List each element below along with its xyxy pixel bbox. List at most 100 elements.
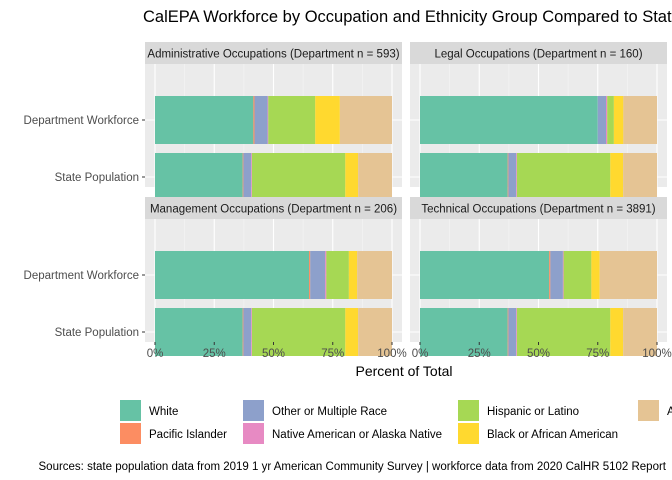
- bar-segment-pacific-islander: [507, 308, 509, 356]
- bar-segment-white: [420, 251, 550, 299]
- bar-state-population: [420, 308, 657, 356]
- bar-state-population: [420, 153, 657, 201]
- legend-item-black-or-african-american: Black or African American: [458, 423, 618, 444]
- bar-segment-asian: [339, 96, 392, 144]
- bar-segment-native-american-or-alaska-native: [251, 308, 252, 356]
- bar-segment-other-or-multiple-race: [508, 308, 517, 356]
- bar-segment-native-american-or-alaska-native: [325, 251, 327, 299]
- bar-segment-black-or-african-american: [345, 308, 359, 356]
- bar-segment-native-american-or-alaska-native: [516, 308, 517, 356]
- bar-segment-black-or-african-american: [345, 153, 359, 201]
- bar-segment-black-or-african-american: [610, 153, 624, 201]
- legend-swatch: [120, 400, 141, 421]
- bar-segment-white: [420, 96, 598, 144]
- facet-strip: [410, 42, 667, 64]
- bar-segment-pacific-islander: [242, 153, 244, 201]
- bar-segment-hispanic-or-latino: [516, 308, 611, 356]
- x-tick-label: 25%: [203, 348, 226, 360]
- bar-department-workforce: [420, 251, 657, 299]
- bar-segment-native-american-or-alaska-native: [516, 153, 517, 201]
- bar-segment-white: [420, 153, 508, 201]
- bar-segment-asian: [358, 308, 392, 356]
- legend-label: Native American or Alaska Native: [272, 429, 442, 441]
- legend-label: Hispanic or Latino: [487, 406, 579, 418]
- legend-label: Black or African American: [487, 429, 618, 441]
- legend-swatch: [638, 400, 659, 421]
- x-tick-label: 50%: [527, 348, 550, 360]
- bar-segment-pacific-islander: [549, 251, 551, 299]
- facet-strip: [145, 42, 402, 64]
- legend-swatch: [243, 400, 264, 421]
- legend-label: Asian: [667, 406, 672, 418]
- y-tick-label: Department Workforce: [24, 115, 139, 127]
- legend-item-white: White: [120, 400, 178, 421]
- bar-segment-hispanic-or-latino: [251, 153, 346, 201]
- bar-segment-white: [155, 308, 243, 356]
- x-tick-label: 25%: [468, 348, 491, 360]
- legend-item-asian: Asian: [638, 400, 672, 421]
- bar-segment-other-or-multiple-race: [508, 153, 517, 201]
- bar-segment-other-or-multiple-race: [254, 96, 268, 144]
- panel-management-occupations: Management Occupations (Department n = 2…: [24, 197, 407, 360]
- bar-segment-black-or-african-american: [348, 251, 358, 299]
- chart-title: CalEPA Workforce by Occupation and Ethni…: [143, 8, 672, 26]
- bar-segment-asian: [357, 251, 392, 299]
- bar-segment-pacific-islander: [507, 153, 509, 201]
- bar-segment-other-or-multiple-race: [597, 96, 607, 144]
- bar-segment-hispanic-or-latino: [563, 251, 592, 299]
- bar-segment-native-american-or-alaska-native: [606, 96, 608, 144]
- bar-segment-white: [155, 96, 254, 144]
- x-tick-label: 0%: [147, 348, 164, 360]
- bar-segment-pacific-islander: [309, 251, 311, 299]
- bar-segment-native-american-or-alaska-native: [251, 153, 252, 201]
- legend-swatch: [120, 423, 141, 444]
- bar-segment-asian: [623, 153, 657, 201]
- facet-strip-title: Management Occupations (Department n = 2…: [150, 204, 397, 216]
- bar-segment-other-or-multiple-race: [243, 308, 252, 356]
- bar-segment-asian: [358, 153, 392, 201]
- y-tick-label: Department Workforce: [24, 270, 139, 282]
- legend: White Pacific Islander Other or Multiple R…: [120, 400, 672, 444]
- bar-segment-native-american-or-alaska-native: [562, 251, 564, 299]
- legend-swatch: [458, 423, 479, 444]
- bar-segment-asian: [623, 308, 657, 356]
- bar-segment-hispanic-or-latino: [607, 96, 614, 144]
- legend-item-pacific-islander: Pacific Islander: [120, 423, 227, 444]
- bar-department-workforce: [155, 251, 392, 299]
- caption: Sources: state population data from 2019…: [39, 461, 667, 473]
- facet-strip-title: Technical Occupations (Department n = 38…: [421, 204, 655, 216]
- x-tick-label: 0%: [412, 348, 429, 360]
- bar-segment-white: [420, 308, 508, 356]
- legend-item-other-or-multiple-race: Other or Multiple Race: [243, 400, 387, 421]
- panel-legal-occupations: Legal Occupations (Department n = 160): [410, 42, 667, 201]
- bar-segment-asian: [599, 251, 657, 299]
- legend-label: Pacific Islander: [149, 429, 227, 441]
- facet-panels: Administrative Occupations (Department n…: [24, 42, 672, 360]
- bar-segment-black-or-african-american: [610, 308, 624, 356]
- bar-department-workforce: [155, 96, 392, 144]
- bar-segment-other-or-multiple-race: [243, 153, 252, 201]
- bar-segment-black-or-african-american: [613, 96, 624, 144]
- bar-segment-black-or-african-american: [315, 96, 340, 144]
- legend-swatch: [243, 423, 264, 444]
- bar-segment-hispanic-or-latino: [251, 308, 346, 356]
- bar-state-population: [155, 308, 392, 356]
- x-tick-label: 100%: [642, 348, 671, 360]
- x-tick-label: 100%: [377, 348, 406, 360]
- legend-label: White: [149, 406, 178, 418]
- x-tick-label: 75%: [321, 348, 344, 360]
- legend-item-native-american-or-alaska-native: Native American or Alaska Native: [243, 423, 442, 444]
- legend-swatch: [458, 400, 479, 421]
- bar-department-workforce: [420, 96, 657, 144]
- x-tick-label: 50%: [262, 348, 285, 360]
- panel-administrative-occupations: Administrative Occupations (Department n…: [24, 42, 402, 201]
- bar-segment-native-american-or-alaska-native: [267, 96, 269, 144]
- panel-technical-occupations: Technical Occupations (Department n = 38…: [410, 197, 672, 360]
- bar-segment-white: [155, 251, 310, 299]
- x-tick-label: 75%: [586, 348, 609, 360]
- bar-segment-hispanic-or-latino: [268, 96, 316, 144]
- bar-segment-black-or-african-american: [591, 251, 600, 299]
- facet-strip: [410, 197, 667, 219]
- facet-strip-title: Administrative Occupations (Department n…: [147, 49, 399, 61]
